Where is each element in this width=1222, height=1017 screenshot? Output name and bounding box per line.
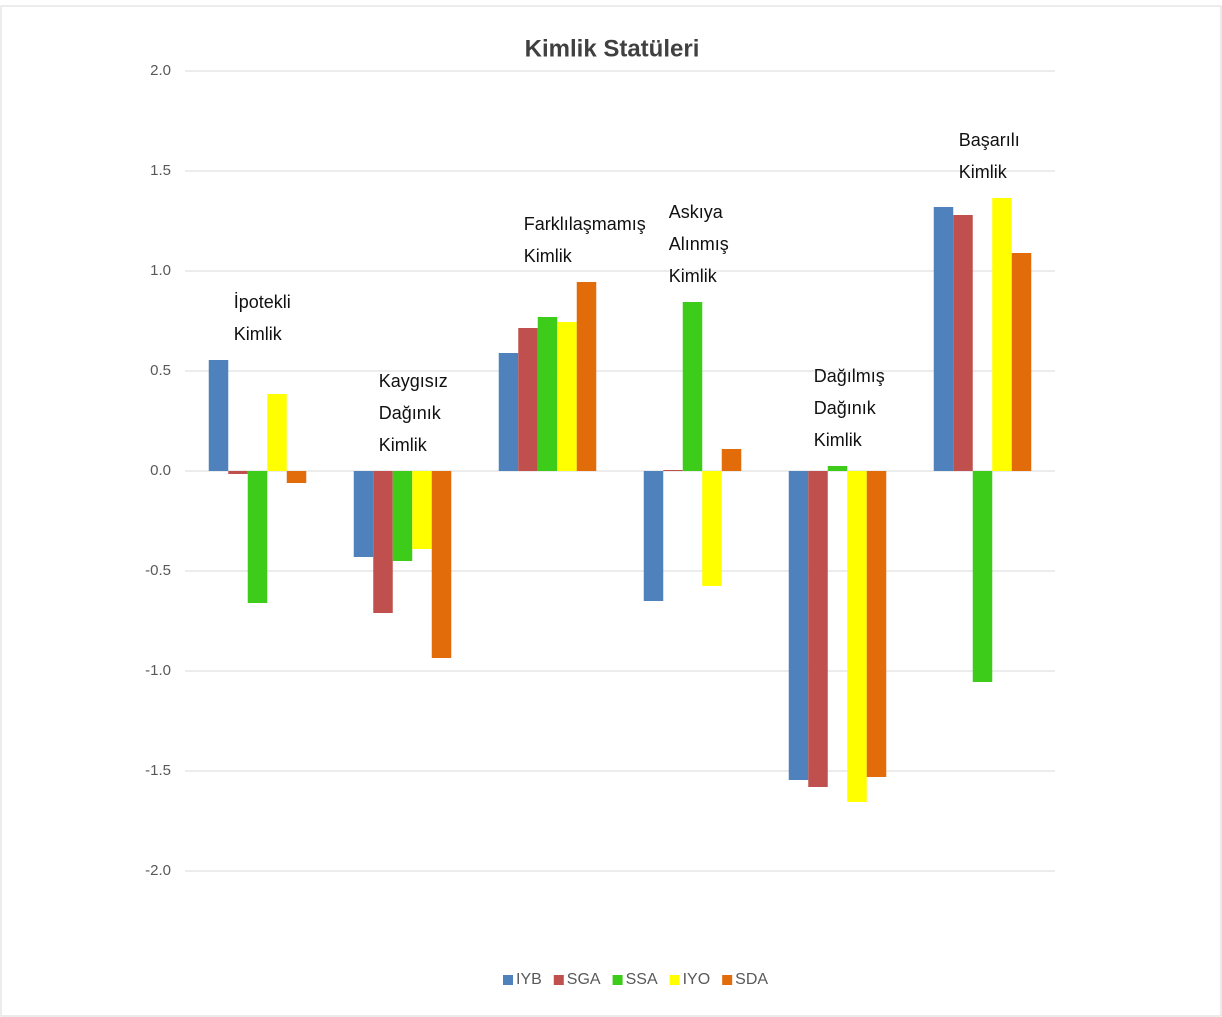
bar bbox=[933, 207, 954, 471]
y-tick-label: -1.5 bbox=[145, 762, 171, 779]
bar bbox=[392, 471, 413, 561]
legend-swatch bbox=[612, 975, 623, 985]
bar bbox=[847, 471, 867, 802]
y-tick-label: -1.0 bbox=[145, 662, 171, 679]
bar bbox=[992, 198, 1012, 471]
y-tick-label: 2.0 bbox=[150, 62, 171, 79]
bar bbox=[373, 471, 393, 613]
legend-swatch bbox=[722, 975, 733, 985]
bar bbox=[208, 360, 229, 471]
y-tick-label: 1.5 bbox=[150, 162, 171, 179]
legend-label: IYB bbox=[516, 971, 542, 988]
legend-label: IYO bbox=[683, 971, 711, 988]
bar bbox=[827, 466, 848, 471]
bar bbox=[788, 471, 809, 780]
bar bbox=[682, 302, 703, 471]
legend-swatch bbox=[503, 975, 513, 985]
bar bbox=[557, 322, 577, 471]
bar bbox=[972, 471, 993, 682]
y-tick-label: -0.5 bbox=[145, 562, 171, 579]
y-tick-label: 1.0 bbox=[150, 262, 171, 279]
y-tick-label: -2.0 bbox=[145, 862, 171, 879]
category-label: Askıya Alınmış Kimlik bbox=[668, 202, 729, 286]
bar bbox=[267, 394, 287, 471]
bar bbox=[286, 471, 307, 483]
bar bbox=[721, 449, 742, 471]
category-label: İpotekli Kimlik bbox=[233, 292, 291, 344]
bar bbox=[537, 317, 558, 471]
bar bbox=[228, 471, 248, 474]
chart-title: Kimlik Statüleri bbox=[525, 35, 700, 62]
bar bbox=[702, 471, 722, 586]
bar bbox=[431, 471, 452, 658]
category-label: Başarılı Kimlik bbox=[958, 130, 1020, 182]
bar bbox=[412, 471, 432, 549]
bar bbox=[953, 215, 973, 471]
bar bbox=[498, 353, 519, 471]
bar bbox=[866, 471, 887, 777]
legend-label: SGA bbox=[567, 971, 601, 988]
legend-label: SDA bbox=[735, 971, 768, 988]
legend-swatch bbox=[669, 975, 680, 985]
bar bbox=[247, 471, 268, 603]
bar bbox=[1011, 253, 1032, 471]
bar bbox=[643, 471, 664, 601]
category-label: Farklılaşmamış Kimlik bbox=[523, 214, 646, 266]
chart-border bbox=[0, 5, 1222, 1017]
bar bbox=[576, 282, 597, 471]
y-tick-label: 0.0 bbox=[150, 462, 171, 479]
bar bbox=[808, 471, 828, 787]
legend-swatch bbox=[553, 975, 564, 985]
category-label: Dağılmış Dağınık Kimlik bbox=[813, 366, 885, 450]
legend-label: SSA bbox=[626, 971, 658, 988]
bar bbox=[353, 471, 374, 557]
bar bbox=[518, 328, 538, 471]
bar bbox=[663, 470, 683, 471]
y-tick-label: 0.5 bbox=[150, 362, 171, 379]
category-label: Kaygısız Dağınık Kimlik bbox=[378, 371, 448, 455]
